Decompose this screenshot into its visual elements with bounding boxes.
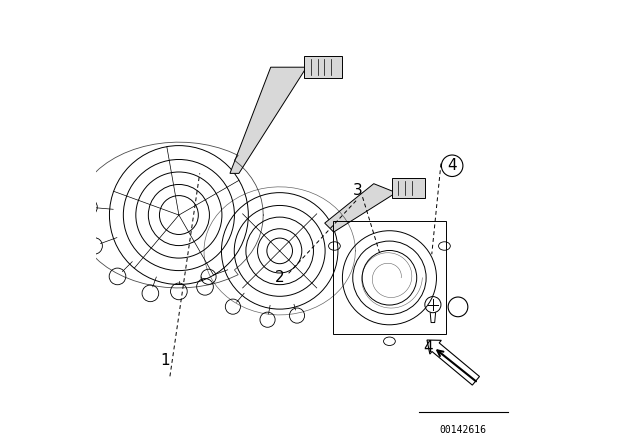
Polygon shape — [324, 184, 396, 232]
Text: 3: 3 — [353, 183, 363, 198]
Text: 2: 2 — [275, 270, 285, 285]
Text: 4: 4 — [447, 158, 457, 173]
Text: 4: 4 — [424, 340, 433, 355]
Bar — [305, 56, 342, 78]
Text: 00142616: 00142616 — [440, 425, 487, 435]
Text: 1: 1 — [161, 353, 170, 368]
FancyArrow shape — [427, 340, 479, 385]
Bar — [392, 178, 425, 198]
Polygon shape — [230, 67, 307, 173]
